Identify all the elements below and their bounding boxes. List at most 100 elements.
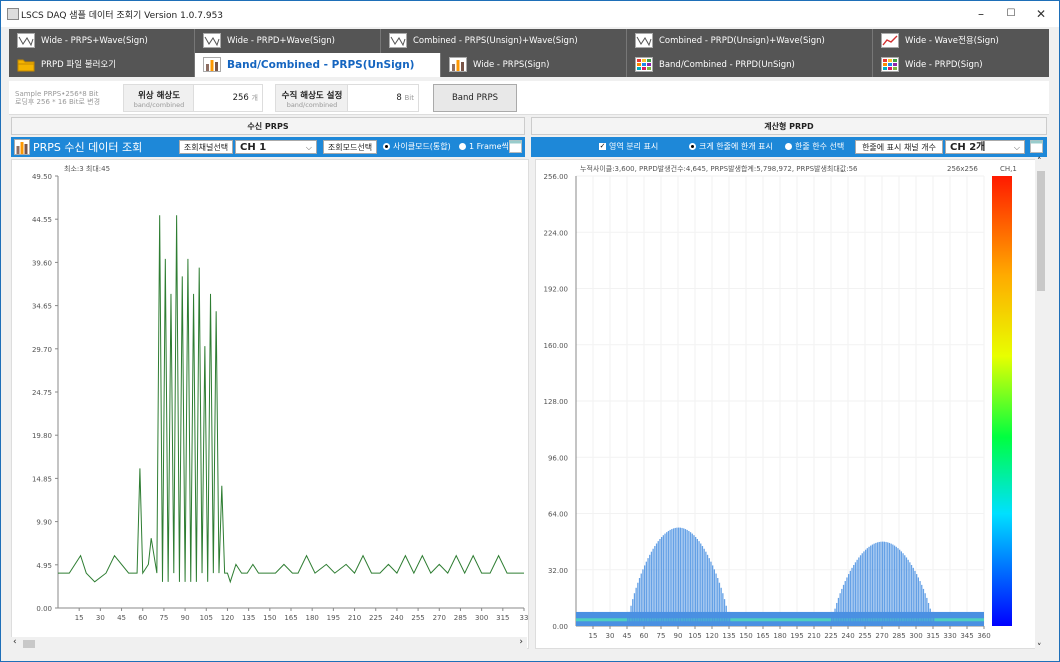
x-tick-label: 120 [221,614,234,622]
x-tick-label: 135 [722,632,735,640]
tab-wide-prpd-sign[interactable]: Wide - PRPD(Sign) [873,53,1049,77]
x-tick-label: 255 [858,632,871,640]
prpd-column [691,533,693,626]
prpd-column [693,535,695,626]
vertical-resolution-label: 수직 해상도 설정 band/combined [275,84,349,112]
scroll-thumb[interactable] [1037,171,1045,291]
channel-select[interactable]: CH 1 ⌵ [235,140,317,154]
x-tick-label: 315 [496,614,509,622]
radio-frame-mode[interactable]: 1 Frame씩 [459,140,509,154]
prpd-column [900,551,902,626]
prpd-column [876,542,879,626]
prpd-column [725,605,727,626]
window-icon[interactable] [1030,140,1043,153]
x-tick-label: 240 [390,614,403,622]
y-tick-label: 24.75 [32,389,52,397]
horizontal-scrollbar[interactable]: ‹ › [11,637,527,651]
region-split-checkbox[interactable]: ✓ 영역 분리 표시 [599,140,658,154]
radio-large-one-per-row[interactable]: 크게 한줄에 한개 표시 [689,140,773,154]
band-prps-button[interactable]: Band PRPS [433,84,517,112]
vertical-resolution-field[interactable]: 8 Bit [347,84,419,112]
prpd-column [882,541,884,626]
tab-combined-prps-wave[interactable]: Combined - PRPS(Unsign)+Wave(Sign) [381,29,627,53]
line-chart-icon [881,33,899,48]
minimize-button[interactable]: – [978,7,984,21]
tab-label: Wide - Wave전용(Sign) [905,36,999,46]
phase-resolution-sub: band/combined [133,101,185,109]
tab-band-combined-prpd[interactable]: Band/Combined - PRPD(UnSign) [627,53,873,77]
prpd-heatmap-chart: 0.00 32.00 64.00 96.00 128.00 160.00 192.00 224… [544,164,1017,640]
radio-cycle-mode[interactable]: 사이클모드(통합) [383,140,451,154]
series-line [58,215,524,584]
tab-wide-prpd-wave[interactable]: Wide - PRPD+Wave(Sign) [195,29,381,53]
y-tick-label: 29.70 [32,346,52,354]
prpd-column [904,555,906,626]
prpd-column [856,559,858,626]
x-tick-label: 90 [181,614,190,622]
prpd-column [712,565,714,626]
prpd-column [696,538,698,626]
grid-chart-icon [881,57,899,72]
scroll-thumb[interactable] [23,640,35,648]
prpd-column [837,597,840,626]
prpd-column [842,584,845,626]
prpd-column [649,554,651,626]
radio-large-label: 크게 한줄에 한개 표시 [699,142,773,151]
prpd-column [683,528,685,626]
prpd-column [638,578,641,626]
x-tick-label: 345 [960,632,973,640]
prps-line-chart: 0.00 4.95 9.90 14.85 19.80 24.75 29.70 34.65 39.… [32,164,529,622]
prpd-column [924,593,926,626]
prpd-column [919,581,921,626]
prpd-column [870,545,872,626]
prpd-column [681,527,683,626]
close-button[interactable]: ✕ [1035,7,1047,21]
radio-per-row-select[interactable]: 한줄 한수 선택 [785,140,844,154]
prpd-column [880,541,882,626]
tab-label: Wide - PRPD(Sign) [905,60,983,70]
x-tick-label: 285 [454,614,467,622]
sample-note-1: Sample PRPS•256*8 Bit [15,90,99,98]
maximize-button[interactable]: ☐ [1006,8,1016,19]
scroll-up-icon[interactable]: ˄ [1037,157,1042,167]
prpd-column [632,599,634,626]
prpd-column [831,611,833,626]
colorbar [992,176,1012,626]
prpd-column [706,554,709,626]
prpd-column [655,543,658,626]
vertical-scrollbar[interactable]: ˄ ˅ [1035,157,1047,653]
radio-cycle-label: 사이클모드(통합) [393,142,451,151]
prpd-column [722,593,724,626]
x-tick-label: 210 [807,632,820,640]
tab-combined-prpd-wave[interactable]: Combined - PRPD(Unsign)+Wave(Sign) [627,29,873,53]
prpd-column [705,551,707,626]
tab-wide-wave-only[interactable]: Wide - Wave전용(Sign) [873,29,1049,53]
scroll-left-icon[interactable]: ‹ [13,637,17,647]
size-label: 256x256 [947,165,978,173]
prpd-column [922,588,925,626]
prpd-column [664,533,666,626]
x-tick-label: 315 [926,632,939,640]
tab-wide-prps-sign[interactable]: Wide - PRPS(Sign) [441,53,627,77]
prpd-column [661,536,663,626]
x-tick-label: 150 [263,614,276,622]
tab-load-prpd-file[interactable]: PRPD 파일 불러오기 [9,53,195,77]
prpd-column [887,542,889,626]
tab-label: Combined - PRPS(Unsign)+Wave(Sign) [413,36,578,46]
x-tick-label: 180 [773,632,786,640]
scroll-down-icon[interactable]: ˅ [1037,643,1042,653]
x-tick-label: 225 [824,632,837,640]
prpd-column [689,532,692,626]
scroll-right-icon[interactable]: › [519,637,523,647]
channel-count-select[interactable]: CH 2개 ⌵ [945,140,1025,154]
tab-wide-prps-wave[interactable]: Wide - PRPS+Wave(Sign) [9,29,195,53]
prpd-column [645,561,647,626]
prpd-column [916,574,918,626]
tab-band-combined-prps[interactable]: Band/Combined - PRPS(UnSign) [195,53,441,77]
x-tick-label: 45 [117,614,126,622]
phase-resolution-field[interactable]: 256 개 [193,84,263,112]
y-tick-label: 44.55 [32,216,52,224]
window-icon[interactable] [509,140,522,153]
prpd-chart-panel: 0.00 32.00 64.00 96.00 128.00 160.00 192.00 224… [535,159,1037,649]
prpd-column [878,541,880,626]
